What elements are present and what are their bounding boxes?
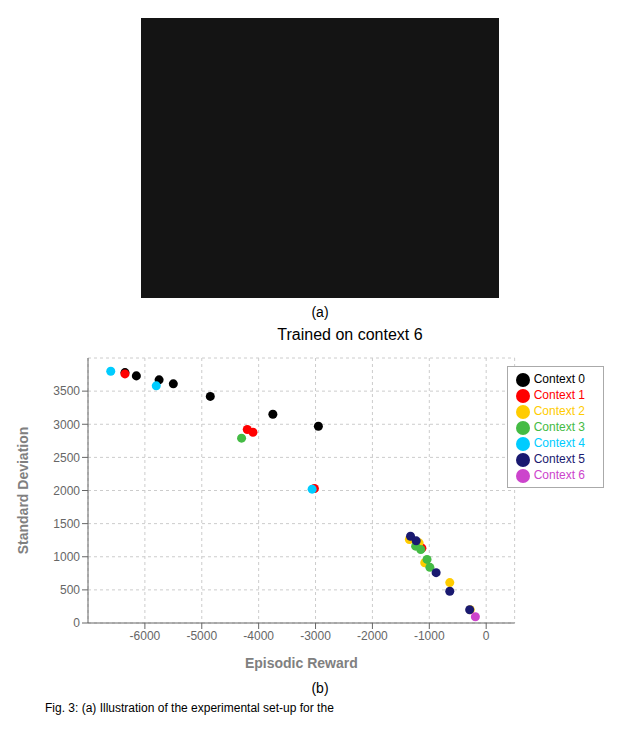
svg-text:-6000: -6000: [130, 629, 161, 643]
html-text:Context 6: Context 6: [533, 468, 585, 482]
html-text:Context 0: Context 0: [533, 372, 585, 386]
svg-text:-3000: -3000: [300, 629, 331, 643]
html-text:(b): (b): [311, 680, 329, 696]
svg-text:2500: 2500: [53, 451, 80, 465]
svg-text:0: 0: [73, 616, 80, 630]
html-text:Context 4: Context 4: [533, 436, 585, 450]
svg-text:3000: 3000: [53, 418, 80, 432]
svg-text:Standard Deviation: Standard Deviation: [15, 427, 31, 555]
svg-text:3500: 3500: [53, 384, 80, 398]
svg-text:500: 500: [60, 583, 80, 597]
html-text:Context 2: Context 2: [533, 404, 585, 418]
html-text:Context 5: Context 5: [533, 452, 585, 466]
html-text:Fig. 3: (a) Illustration of th: Fig. 3: (a) Illustration of the experime…: [45, 701, 334, 715]
html-text:Trained on context 6: Trained on context 6: [277, 326, 423, 343]
html-text:Context 3: Context 3: [533, 420, 585, 434]
svg-text:-4000: -4000: [243, 629, 274, 643]
svg-text:0: 0: [483, 629, 490, 643]
svg-text:1000: 1000: [53, 550, 80, 564]
html-text:(a): (a): [311, 304, 329, 320]
svg-text:1500: 1500: [53, 517, 80, 531]
svg-text:-1000: -1000: [414, 629, 445, 643]
html-text:Context 1: Context 1: [533, 388, 585, 402]
svg-text:-5000: -5000: [186, 629, 217, 643]
svg-text:Episodic Reward: Episodic Reward: [245, 655, 358, 671]
svg-text:-2000: -2000: [357, 629, 388, 643]
svg-text:2000: 2000: [53, 484, 80, 498]
